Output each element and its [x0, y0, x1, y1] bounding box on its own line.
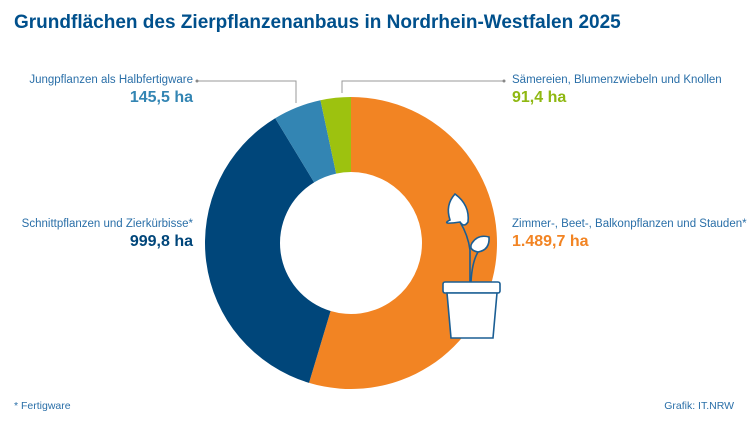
- source: Grafik: IT.NRW: [664, 400, 734, 412]
- value-jungpflanzen: 145,5 ha: [129, 89, 193, 106]
- value-schnittpflanzen: 999,8 ha: [129, 233, 193, 250]
- donut-slice-1: [204, 118, 331, 383]
- footnote: * Fertigware: [14, 400, 71, 412]
- value-zimmerpflanzen: 1.489,7 ha: [512, 233, 589, 250]
- label-saemereien: Sämereien, Blumenzwiebeln und Knollen: [512, 74, 722, 86]
- label-zimmerpflanzen: Zimmer-, Beet-, Balkonpflanzen und Staud…: [512, 218, 747, 230]
- donut-slice-2: [275, 100, 337, 183]
- label-schnittpflanzen: Schnittpflanzen und Zierkürbisse*: [21, 218, 193, 230]
- leader-line-jungpflanzen: [197, 80, 297, 103]
- label-jungpflanzen: Jungpflanzen als Halbfertigware: [29, 74, 193, 86]
- value-saemereien: 91,4 ha: [512, 89, 567, 106]
- leader-line-saemereien: [341, 80, 504, 93]
- donut-slice-3: [320, 97, 351, 174]
- potted-plant-icon: [442, 192, 501, 339]
- chart-title: Grundflächen des Zierpflanzenanbaus in N…: [14, 12, 621, 33]
